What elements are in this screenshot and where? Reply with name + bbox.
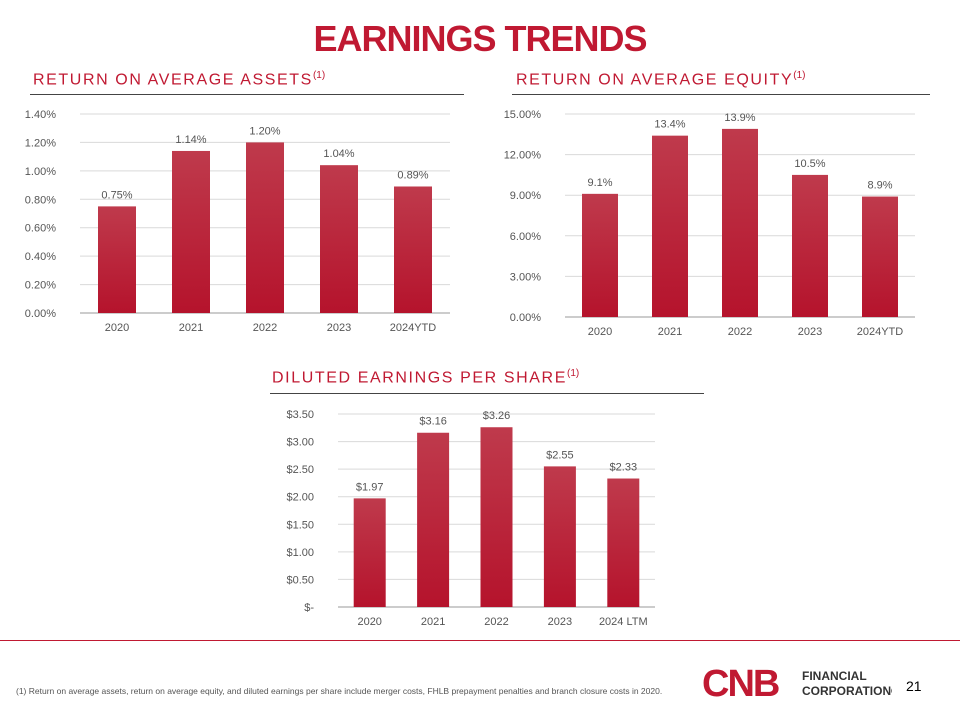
eps-ytick-label: $2.50 (286, 464, 314, 476)
roae-xtick-label: 2023 (798, 326, 822, 338)
roaa-xtick-label: 2024YTD (390, 322, 437, 334)
roaa-bar (394, 186, 432, 313)
roae-xtick-label: 2020 (588, 326, 612, 338)
eps-bar (607, 478, 640, 607)
eps-xtick-label: 2023 (548, 616, 572, 628)
roaa-xtick-label: 2022 (253, 322, 277, 334)
roaa-heading-rule (30, 94, 464, 95)
roae-heading-text: RETURN ON AVERAGE EQUITY (516, 71, 794, 89)
cnb-logo-line2: CORPORATION® (802, 684, 892, 698)
roae-data-label: 8.9% (867, 180, 892, 192)
page-title: EARNINGS TRENDS (313, 18, 647, 59)
roaa-xtick-label: 2021 (179, 322, 203, 334)
eps-data-label: $3.16 (419, 416, 447, 428)
eps-ytick-label: $1.00 (286, 547, 314, 559)
roaa-bar (98, 206, 136, 313)
eps-heading-rule (270, 393, 704, 394)
roae-chart: 0.00% 3.00% 6.00% 9.00% 12.00% 15.00% 9.1% 2020… (504, 109, 915, 338)
roaa-heading-text: RETURN ON AVERAGE ASSETS (33, 71, 313, 89)
roae-ytick-label: 12.00% (504, 150, 542, 162)
roae-ytick-label: 6.00% (510, 231, 541, 243)
roae-ytick-label: 15.00% (504, 109, 542, 121)
eps-bar (417, 432, 450, 607)
roaa-bar (320, 165, 358, 313)
eps-xtick-label: 2024 LTM (599, 616, 648, 628)
eps-data-label: $3.26 (483, 410, 511, 422)
roaa-data-label: 0.75% (101, 189, 132, 201)
roaa-ytick-label: 1.40% (25, 109, 56, 121)
roaa-heading: RETURN ON AVERAGE ASSETS(1) (33, 70, 325, 89)
roaa-data-label: 1.20% (249, 125, 280, 137)
roaa-ytick-label: 0.20% (25, 280, 56, 292)
eps-ytick-label: $3.00 (286, 437, 314, 449)
roaa-data-label: 0.89% (397, 169, 428, 181)
roaa-xtick-label: 2020 (105, 322, 129, 334)
roae-bar (862, 196, 898, 317)
roae-data-label: 13.4% (654, 119, 685, 131)
eps-xtick-label: 2020 (357, 616, 381, 628)
eps-ytick-label: $- (304, 602, 314, 614)
roae-bar (792, 174, 828, 317)
eps-heading-footnote-ref: (1) (566, 368, 580, 379)
roaa-bar (246, 142, 284, 313)
eps-bar (480, 427, 513, 607)
roae-ytick-label: 9.00% (510, 190, 541, 202)
roaa-data-label: 1.14% (175, 134, 206, 146)
roae-heading-rule (512, 94, 930, 95)
roaa-bar (172, 150, 210, 313)
roae-ytick-label: 3.00% (510, 271, 541, 283)
cnb-logo-mark: CNB (702, 664, 779, 700)
footer-rule (0, 640, 960, 641)
eps-heading-text: DILUTED EARNINGS PER SHARE (272, 369, 567, 387)
eps-ytick-label: $2.00 (286, 492, 314, 504)
eps-bar (543, 466, 576, 607)
eps-data-label: $2.33 (610, 462, 638, 474)
roaa-ytick-label: 0.40% (25, 251, 56, 263)
eps-ytick-label: $0.50 (286, 574, 314, 586)
roae-bar (582, 193, 618, 317)
eps-heading: DILUTED EARNINGS PER SHARE(1) (272, 368, 579, 387)
roae-heading-footnote-ref: (1) (793, 70, 806, 81)
roae-bar (722, 128, 758, 317)
roae-xtick-label: 2022 (728, 326, 752, 338)
roae-data-label: 13.9% (724, 112, 755, 124)
roae-data-label: 10.5% (794, 158, 825, 170)
roae-bar (652, 135, 688, 317)
cnb-logo: CNB FINANCIAL CORPORATION® (702, 664, 892, 700)
roae-xtick-label: 2021 (658, 326, 682, 338)
roaa-xtick-label: 2023 (327, 322, 351, 334)
page-number: 21 (906, 678, 922, 694)
roaa-chart: 0.00% 0.20% 0.40% 0.60% 0.80% 1.00% 1.20% 1.40%… (25, 109, 450, 334)
roaa-ytick-label: 1.20% (25, 137, 56, 149)
roaa-heading-footnote-ref: (1) (312, 70, 326, 81)
roae-ytick-label: 0.00% (510, 312, 541, 324)
eps-data-label: $1.97 (356, 481, 384, 493)
roae-heading: RETURN ON AVERAGE EQUITY(1) (516, 70, 806, 89)
eps-chart: $- $0.50 $1.00 $1.50 $2.00 $2.50 $3.00 $3.50 $1.… (286, 409, 655, 628)
roae-data-label: 9.1% (587, 177, 612, 189)
roaa-ytick-label: 1.00% (25, 166, 56, 178)
eps-xtick-label: 2021 (421, 616, 445, 628)
roae-xtick-label: 2024YTD (857, 326, 904, 338)
eps-data-label: $2.55 (546, 449, 574, 461)
roaa-ytick-label: 0.60% (25, 223, 56, 235)
cnb-logo-line1: FINANCIAL (802, 669, 867, 683)
roaa-data-label: 1.04% (323, 148, 354, 160)
eps-ytick-label: $3.50 (286, 409, 314, 421)
eps-ytick-label: $1.50 (286, 519, 314, 531)
eps-xtick-label: 2022 (484, 616, 508, 628)
eps-bar (353, 498, 386, 607)
roaa-ytick-label: 0.00% (25, 308, 56, 320)
footnote: (1) Return on average assets, return on … (16, 686, 663, 696)
roaa-ytick-label: 0.80% (25, 194, 56, 206)
